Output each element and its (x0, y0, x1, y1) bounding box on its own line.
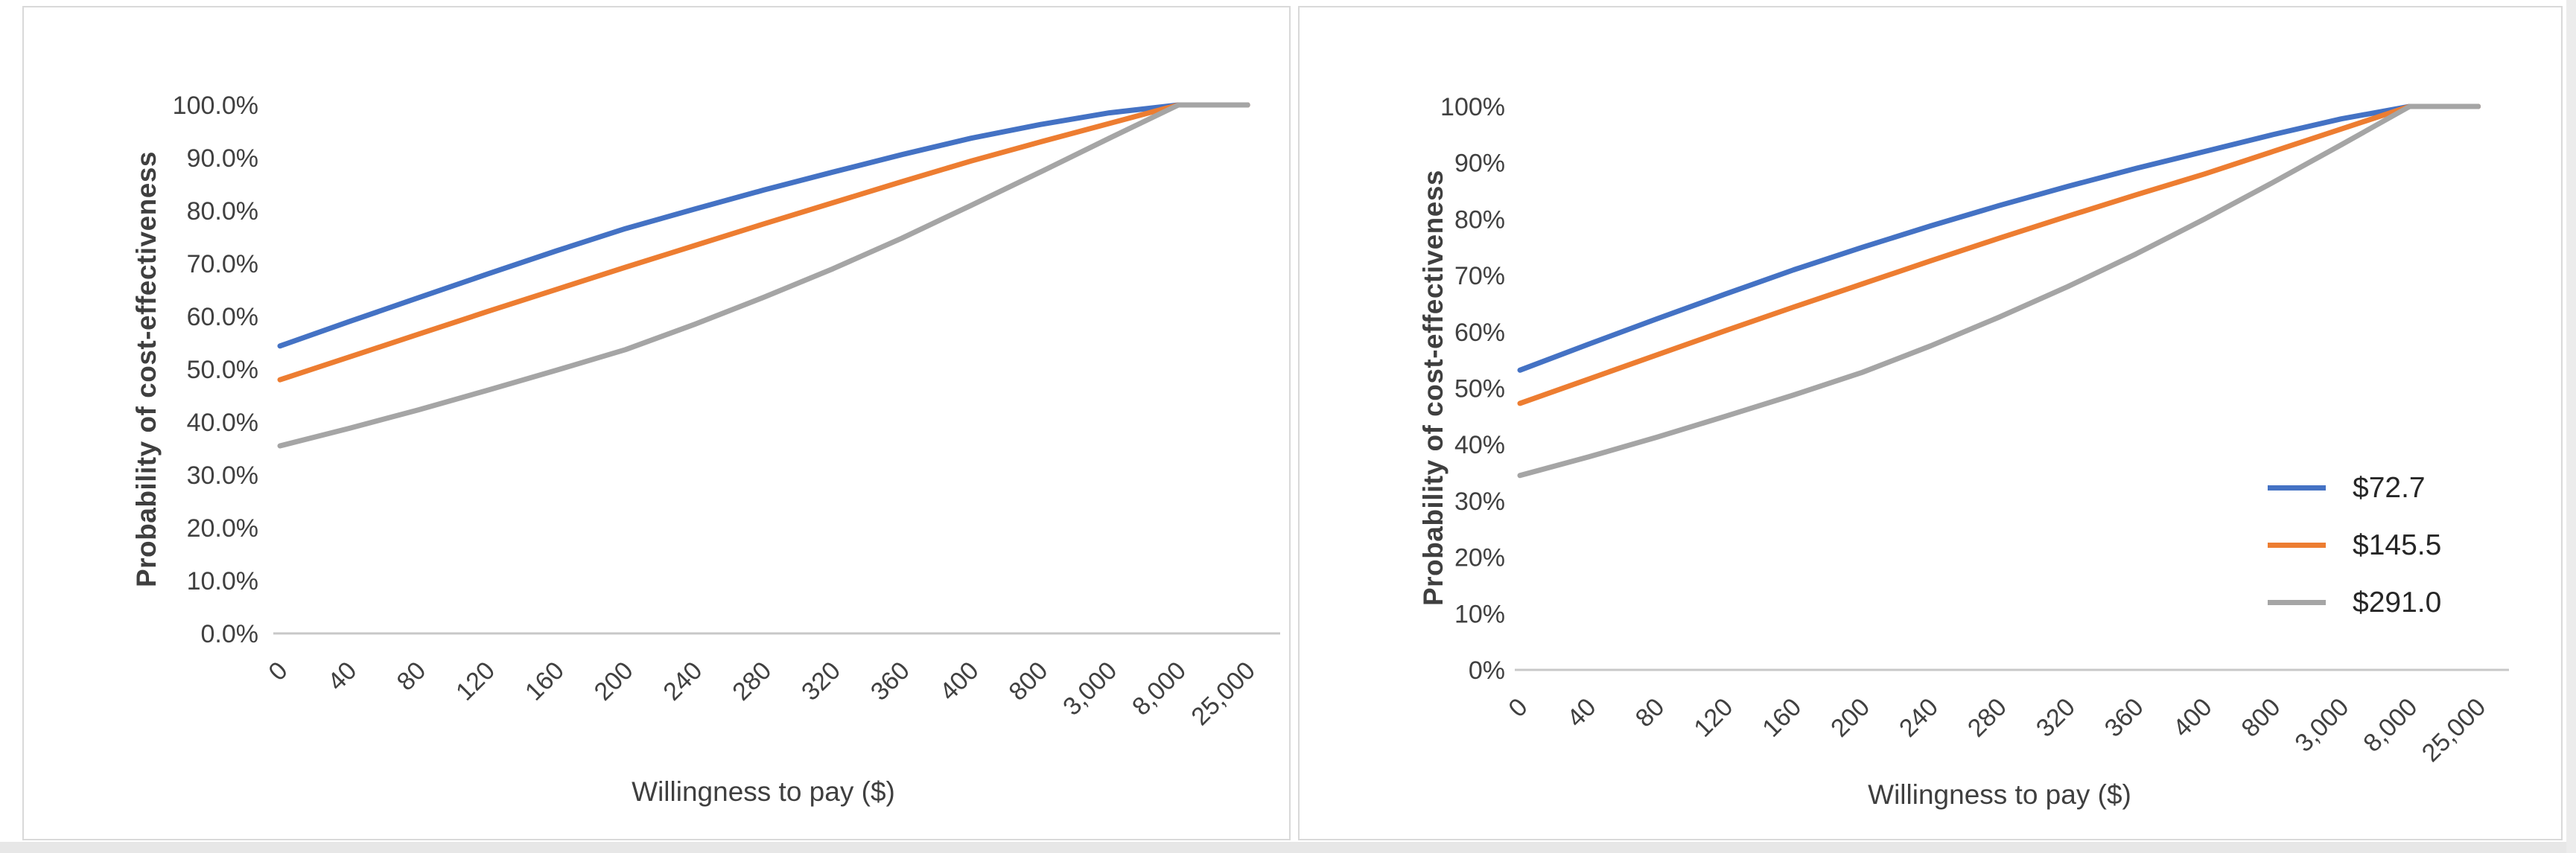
x-tick-label: 3,000 (2289, 693, 2354, 758)
x-tick-label: 25,000 (2417, 693, 2491, 767)
x-tick-label: 80 (392, 656, 432, 697)
y-tick-label: 80% (1454, 205, 1505, 234)
x-tick-label: 0 (263, 656, 293, 686)
legend-label: $291.0 (2353, 586, 2442, 619)
x-tick-label: 8,000 (2358, 693, 2423, 758)
y-tick-label: 90.0% (187, 144, 258, 173)
x-tick-label: 80 (1630, 693, 1670, 733)
y-tick-label: 50.0% (187, 356, 258, 384)
y-tick-label: 0% (1469, 656, 1505, 685)
x-axis-title: Willingness to pay ($) (1868, 779, 2131, 810)
y-tick-label: 10.0% (187, 567, 258, 595)
legend-label: $145.5 (2353, 528, 2442, 561)
y-tick-label: 60.0% (187, 303, 258, 331)
ceac-chart-left: 0.0% 10.0% 20.0% 30.0% 40.0% 50.0% 60.0% 70.0% 8… (173, 92, 1280, 731)
x-tick-label: 200 (1825, 693, 1875, 743)
legend-item: $145.5 (2268, 517, 2441, 574)
y-tick-label: 90% (1454, 150, 1505, 178)
x-tick-label: 280 (1962, 693, 2012, 743)
series-line-145.5 (1517, 103, 2481, 406)
y-tick-label: 80.0% (187, 197, 258, 226)
screenshot-bottom-strip (0, 842, 2576, 853)
y-tick-label: 50% (1454, 375, 1505, 403)
x-tick-label: 120 (1688, 693, 1738, 743)
series-line-72.7 (277, 102, 1250, 349)
y-tick-label: 70.0% (187, 250, 258, 278)
x-tick-label: 400 (2168, 693, 2218, 743)
screenshot-right-strip (2566, 0, 2576, 853)
ceac-chart-right: 0% 10% 20% 30% 40% 50% 60% 70% 80% 90% 100% 0 40 80 12… (1440, 93, 2509, 767)
x-tick-label: 320 (796, 656, 846, 706)
y-axis-title: Probability of cost-effectiveness (131, 150, 162, 588)
y-tick-label: 30.0% (187, 461, 258, 490)
x-tick-label: 280 (727, 656, 777, 706)
x-tick-label: 8,000 (1127, 656, 1192, 721)
y-tick-label: 0.0% (201, 620, 259, 648)
y-tick-label: 100% (1440, 93, 1505, 121)
y-tick-label: 60% (1454, 319, 1505, 347)
y-axis-title: Probability of cost-effectiveness (1418, 169, 1448, 607)
x-tick-label: 240 (1894, 693, 1944, 743)
chart-legend: $72.7 $145.5 $291.0 (2268, 459, 2441, 631)
legend-label: $72.7 (2353, 471, 2426, 504)
series-line-291.0 (277, 102, 1250, 449)
legend-swatch (2268, 485, 2326, 491)
legend-item: $72.7 (2268, 459, 2441, 517)
x-tick-label: 40 (1562, 693, 1602, 733)
y-tick-label: 70% (1454, 262, 1505, 290)
y-tick-label: 20.0% (187, 514, 258, 543)
x-tick-label: 360 (2099, 693, 2149, 743)
x-axis-title: Willingness to pay ($) (632, 776, 895, 807)
x-tick-label: 200 (589, 656, 639, 706)
x-tick-label: 160 (520, 656, 570, 706)
chart-panel-left: 0.0% 10.0% 20.0% 30.0% 40.0% 50.0% 60.0% 70.0% 8… (22, 6, 1291, 840)
x-tick-label: 240 (658, 656, 707, 706)
y-tick-label: 20% (1454, 544, 1505, 572)
y-tick-label: 30% (1454, 488, 1505, 516)
x-tick-label: 0 (1503, 693, 1533, 723)
series-line-145.5 (277, 102, 1250, 383)
x-tick-label: 160 (1757, 693, 1807, 743)
x-tick-label: 800 (1003, 656, 1053, 706)
y-tick-label: 40.0% (187, 409, 258, 437)
legend-swatch (2268, 600, 2326, 605)
x-tick-label: 3,000 (1058, 656, 1122, 721)
x-tick-label: 800 (2236, 693, 2286, 743)
y-tick-label: 10% (1454, 600, 1505, 628)
series-line-72.7 (1517, 103, 2481, 373)
chart-panel-right: 0% 10% 20% 30% 40% 50% 60% 70% 80% 90% 100% 0 40 80 12… (1298, 6, 2563, 840)
x-tick-label: 25,000 (1186, 656, 1260, 731)
y-tick-label: 40% (1454, 431, 1505, 459)
x-tick-label: 120 (451, 656, 500, 706)
x-tick-label: 400 (935, 656, 985, 706)
series-line-291.0 (1517, 103, 2481, 479)
x-tick-label: 40 (322, 656, 363, 697)
legend-item: $291.0 (2268, 574, 2441, 631)
y-tick-label: 100.0% (173, 92, 258, 120)
x-tick-label: 360 (865, 656, 915, 706)
x-tick-label: 320 (2031, 693, 2081, 743)
legend-swatch (2268, 543, 2326, 548)
